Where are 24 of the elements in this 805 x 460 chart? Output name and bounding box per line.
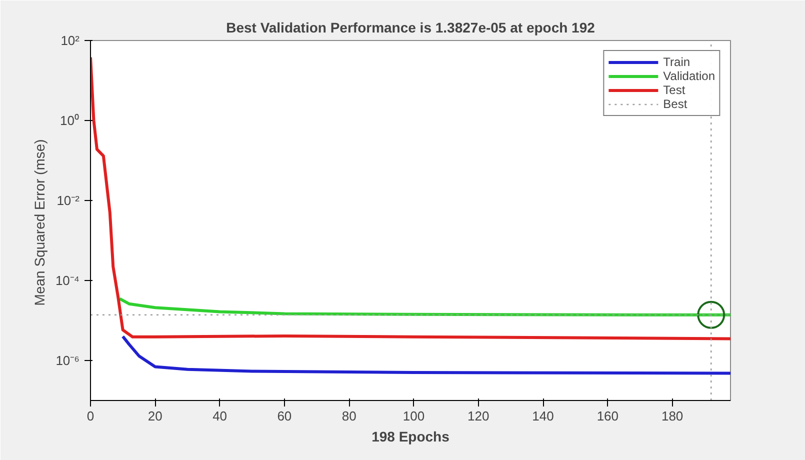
- y-tick-label: 10⁰: [60, 113, 80, 128]
- x-tick-label: 180: [661, 408, 684, 424]
- x-tick-label: 80: [342, 408, 356, 424]
- x-tick-label: 60: [277, 408, 292, 424]
- x-tick-label: 0: [86, 408, 94, 424]
- legend-label: Test: [663, 83, 686, 97]
- x-tick-label: 20: [148, 408, 162, 424]
- y-tick-label: 10⁻⁶: [56, 353, 80, 368]
- y-axis-title: Mean Squared Error (mse): [31, 139, 48, 306]
- chart-title: Best Validation Performance is 1.3827e-05 at epoch 192: [226, 20, 596, 36]
- x-tick-label: 160: [596, 408, 619, 424]
- x-axis-title: 198 Epochs: [372, 428, 450, 444]
- y-tick-label: 10⁻⁴: [55, 273, 80, 288]
- line-series: [90, 56, 730, 340]
- y-tick-label: 10⁻²: [56, 193, 80, 208]
- x-tick-label: 100: [402, 408, 425, 424]
- x-tick-label: 140: [532, 408, 554, 424]
- ref-line-label: Best: [663, 97, 688, 111]
- x-tick-label: 120: [468, 408, 490, 424]
- x-tick-label: 40: [212, 408, 228, 424]
- legend-label: Validation: [663, 69, 715, 83]
- legend-label: Train: [663, 55, 690, 69]
- y-tick-label: 10²: [60, 33, 80, 48]
- line-series: [121, 334, 730, 375]
